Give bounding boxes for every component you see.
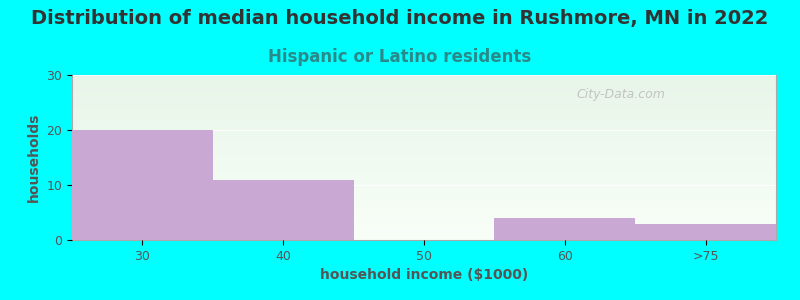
Y-axis label: households: households [27, 113, 41, 202]
Text: Distribution of median household income in Rushmore, MN in 2022: Distribution of median household income … [31, 9, 769, 28]
X-axis label: household income ($1000): household income ($1000) [320, 268, 528, 282]
Bar [635, 224, 776, 240]
Text: Hispanic or Latino residents: Hispanic or Latino residents [268, 48, 532, 66]
Text: City-Data.com: City-Data.com [577, 88, 666, 101]
Bar [494, 218, 635, 240]
Bar [213, 179, 354, 240]
Bar [72, 130, 213, 240]
